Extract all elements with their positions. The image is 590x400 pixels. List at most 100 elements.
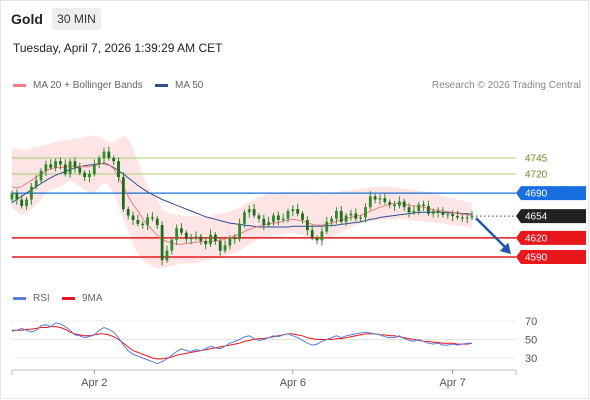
bollinger-band-area — [12, 135, 472, 269]
candle — [199, 234, 203, 245]
ma50-swatch — [155, 84, 168, 87]
candle — [383, 193, 387, 205]
candle-body — [228, 237, 232, 246]
candle — [456, 211, 459, 220]
legend-ma20: MA 20 + Bollinger Bands — [13, 80, 143, 91]
candle-body — [146, 217, 149, 226]
candle-body — [223, 245, 227, 251]
candle — [121, 172, 125, 212]
candle — [393, 200, 396, 212]
candle-body — [209, 234, 212, 245]
candle-body — [427, 205, 430, 214]
rsi-line — [11, 322, 472, 365]
candle — [397, 196, 401, 209]
candle-body — [39, 170, 43, 181]
candle — [39, 168, 43, 185]
candle-body — [238, 223, 241, 240]
timeframe-button[interactable]: 30 MIN — [52, 8, 101, 30]
candle-body — [344, 215, 348, 222]
candle — [388, 199, 392, 209]
price-axis-labels: 4745 4720 4690 4654 4620 4590 — [516, 154, 586, 264]
candle — [92, 159, 96, 177]
candle-body — [20, 199, 24, 206]
rsi-ma-legend-label: 9MA — [82, 293, 103, 304]
candle — [252, 203, 256, 219]
candle-body — [339, 211, 343, 222]
candle-body — [354, 213, 358, 219]
candle-body — [126, 209, 130, 216]
candle — [465, 213, 469, 224]
credit-text: Research © 2026 Trading Central — [431, 80, 581, 91]
time-tick-label-2: Apr 7 — [439, 377, 465, 389]
candle — [296, 203, 300, 217]
candle — [262, 214, 266, 231]
candle — [267, 216, 271, 228]
candle-body — [402, 201, 406, 208]
candle — [97, 155, 101, 169]
price-levels — [12, 157, 516, 258]
candle — [25, 196, 28, 210]
candle-body — [451, 214, 455, 217]
candle — [407, 203, 411, 218]
candle-body — [407, 207, 411, 213]
rsi-tick-30: 30 — [525, 353, 537, 365]
candle — [441, 207, 445, 218]
candle-body — [470, 216, 474, 218]
candle-body — [199, 236, 203, 242]
candle-body — [97, 158, 101, 165]
candle-body — [136, 219, 140, 224]
candles — [10, 146, 474, 266]
forecast-arrow-head — [499, 242, 511, 254]
candle — [305, 216, 309, 236]
candle — [315, 235, 319, 245]
candle — [247, 205, 251, 218]
candle — [131, 211, 135, 226]
candle — [344, 212, 348, 226]
level-tag-4620 — [516, 230, 586, 245]
ma20-legend-label: MA 20 + Bollinger Bands — [33, 80, 143, 91]
candle — [180, 223, 183, 236]
candle-body — [383, 198, 387, 203]
candle — [272, 212, 275, 226]
candle-body — [68, 161, 72, 174]
candle — [20, 194, 24, 209]
candle — [436, 207, 440, 218]
candle-body — [29, 186, 33, 200]
candle-body — [267, 221, 271, 226]
candle-body — [34, 180, 38, 187]
candle-body — [194, 236, 198, 238]
candle — [243, 209, 246, 228]
candle-body — [141, 223, 145, 226]
candle — [470, 211, 474, 220]
level-label-4690: 4690 — [525, 189, 548, 200]
candle — [184, 230, 188, 243]
candle-body — [49, 164, 53, 168]
candle-body — [189, 237, 193, 240]
candle — [368, 191, 372, 210]
candle — [10, 190, 14, 204]
candle — [446, 211, 450, 219]
candle — [427, 200, 430, 217]
candle — [451, 210, 455, 222]
candle-body — [417, 204, 421, 212]
candle-body — [325, 221, 329, 232]
candle — [213, 232, 217, 245]
candle — [276, 211, 280, 226]
candle — [364, 203, 367, 223]
candle-body — [243, 212, 246, 224]
candle — [233, 234, 237, 245]
candle — [354, 208, 358, 222]
level-tag-4690 — [516, 186, 586, 201]
candle — [34, 175, 38, 190]
candle-body — [165, 250, 169, 261]
candle — [170, 237, 174, 255]
candle — [59, 157, 62, 170]
legend-ma50: MA 50 — [155, 80, 203, 91]
candle-body — [446, 214, 450, 216]
candle — [378, 194, 382, 205]
candle-body — [315, 237, 319, 241]
candle-body — [155, 218, 159, 226]
candle-body — [252, 209, 256, 216]
candle-body — [102, 151, 106, 158]
